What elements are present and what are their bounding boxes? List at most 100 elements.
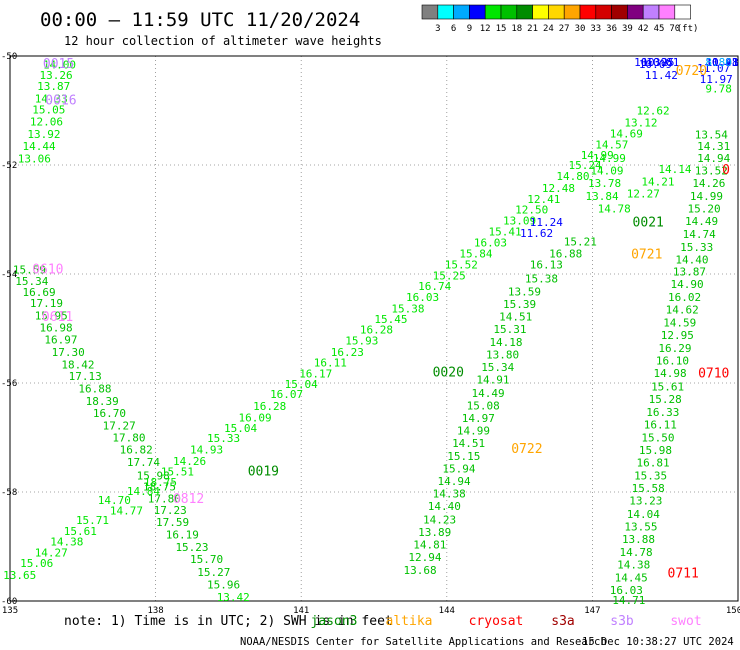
swh-data-label: 15.34 [481,361,514,374]
swh-data-label: 14.99 [593,152,626,165]
colorbar-tick-label: 27 [559,24,570,34]
swh-data-label: 15.15 [447,450,480,463]
footer-timestamp: 15 Dec 10:38:27 UTC 2024 [582,636,734,648]
swh-data-label: 17.59 [156,516,189,529]
colorbar-tick-label: 3 [435,24,440,34]
swh-data-label: 10.09 [639,58,672,71]
swh-data-label: 15.04 [224,422,257,435]
colorbar-tick-label: 42 [638,24,649,34]
swh-data-label: 13.87 [673,265,706,278]
swh-data-label: 16.28 [253,400,286,413]
satellite-legend-item: jason3 [311,614,358,629]
colorbar-swatch [421,4,439,20]
swh-data-label: 13.89 [418,526,451,539]
swh-data-label: 14.38 [50,536,83,549]
swh-data-label: 11.42 [645,69,678,82]
swh-data-label: 15.96 [207,579,240,592]
colorbar-tick-label: 33 [590,24,601,34]
swh-data-label: 14.49 [685,215,718,228]
colorbar-tick-label: 36 [606,24,617,34]
swh-data-label: 17.23 [154,504,187,517]
swh-data-label: 15.52 [445,259,478,272]
swh-data-label: 15.98 [137,470,170,483]
swh-data-label: 15.33 [207,432,240,445]
swh-data-label: 13.09 [503,215,536,228]
colorbar-swatch [563,4,581,20]
swh-data-label: 14.62 [666,303,699,316]
swh-data-label: 15.38 [525,272,558,285]
swh-data-label: 18.39 [86,395,119,408]
swh-data-label: 12.06 [30,115,63,128]
colorbar-tick-label: 15 [496,24,507,34]
colorbar-swatch [579,4,597,20]
swh-data-label: 15.35 [634,470,667,483]
swh-data-label: 15.93 [345,334,378,347]
swh-data-label: 15.41 [488,225,521,238]
swh-data-label: 14.93 [190,443,223,456]
swh-data-label: 13.52 [695,164,728,177]
swh-data-label: 15.31 [493,323,526,336]
swh-data-label: 10.81 [646,56,679,69]
pass-time-label: 0021 [633,216,664,231]
swh-data-label: 15.51 [161,465,194,478]
swh-data-label: 14.45 [615,572,648,585]
swh-data-label: 17.30 [52,346,85,359]
swh-data-label: 13.78 [588,177,621,190]
swh-data-label: 15.20 [687,203,720,216]
swh-data-label: 12.41 [527,193,560,206]
swh-data-label: 16.07 [270,388,303,401]
swh-data-label: 15.27 [197,566,230,579]
y-tick-label: -50 [1,52,17,62]
swh-data-label: 11.97 [700,73,733,86]
swh-data-label: 14.09 [590,164,623,177]
swh-data-label: 16.10 [656,355,689,368]
data-marks: 14.0013.2613.8714.3315.0512.0613.9214.44… [3,56,738,607]
swh-data-label: 16.82 [120,443,153,456]
plot-frame [9,55,739,602]
swh-data-label: 17.13 [69,370,102,383]
swh-data-label: 13.42 [217,591,250,604]
swh-data-label: 13.65 [3,569,36,582]
footnote: note: 1) Time is in UTC; 2) SWH is in fe… [64,614,393,629]
swh-data-label: 15.94 [442,463,475,476]
colorbar-tick-label: 9 [467,24,472,34]
axis-ticks: 135 138 141 144 147 150 -50 -52 -54 -56 -58 -60 [1,52,740,616]
swh-data-label: 14.78 [620,546,653,559]
swh-data-label: 16.09 [239,411,272,424]
swh-data-label: 18.75 [143,481,176,494]
swh-data-label: 14.81 [413,538,446,551]
swh-data-label: 11.62 [520,227,553,240]
swh-data-label: 15.04 [285,378,318,391]
swh-data-label: 10.01 [705,56,738,69]
pass-time-label: 0711 [668,567,699,582]
swh-data-label: 11.24 [530,216,563,229]
swh-data-label: 12.62 [637,105,670,118]
swh-data-label: 15.39 [503,298,536,311]
swh-data-label: 14.59 [663,317,696,330]
colorbar-swatch [532,4,549,20]
swh-data-label: 14.97 [462,412,495,425]
swh-data-label: 17.74 [127,456,160,469]
swh-data-label: 15.61 [64,525,97,538]
swh-data-label: 18.75 [144,476,177,489]
swh-data-label: 13.06 [18,152,51,165]
swh-data-label: 13.26 [40,69,73,82]
colorbar-tick-label: 24 [543,24,554,34]
swh-data-label: 12.27 [627,187,660,200]
colorbar-swatch [674,4,691,20]
swh-data-label: 13.55 [624,520,657,533]
chart-subtitle: 12 hour collection of altimeter wave hei… [64,34,382,48]
swh-data-label: 10.25 [641,56,674,69]
grid [10,56,738,601]
swh-data-label: 16.03 [610,584,643,597]
pass-time-label: 0016 [45,94,76,109]
swh-data-label: 16.70 [93,407,126,420]
x-tick-label: 147 [584,606,600,616]
x-tick-label: 135 [2,606,18,616]
swh-data-label: 16.28 [360,324,393,337]
swh-data-label: 15.98 [639,444,672,457]
swh-data-label: 16.74 [418,280,451,293]
pass-time-label: 0 [722,163,730,178]
x-tick-label: 138 [147,606,163,616]
swh-data-label: 10.93 [705,56,738,69]
